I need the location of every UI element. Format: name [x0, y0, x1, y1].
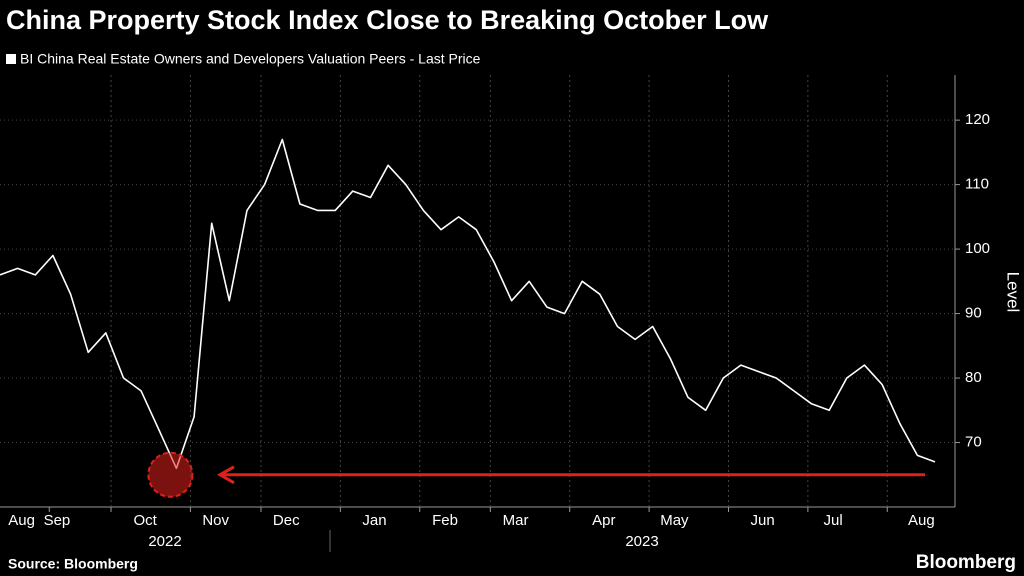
price-line	[0, 138, 936, 470]
y-tick-label: 80	[965, 369, 982, 386]
y-tick-label: 120	[965, 111, 990, 128]
y-tick-label: 100	[965, 240, 990, 257]
x-tick-label: Nov	[202, 512, 229, 529]
x-tick-label: Apr	[592, 512, 615, 529]
chart-title: China Property Stock Index Close to Brea…	[6, 5, 769, 35]
arrow-head	[216, 465, 235, 485]
y-tick-label: 90	[965, 305, 982, 322]
year-label: 2023	[625, 533, 658, 550]
x-tick-label: Aug	[908, 512, 935, 529]
y-tick-label: 70	[965, 433, 982, 450]
x-tick-label: Feb	[432, 512, 458, 529]
x-tick-label: Sep	[44, 512, 71, 529]
low-highlight	[147, 451, 194, 498]
x-tick-label: Jan	[362, 512, 386, 529]
x-tick-label: Jul	[824, 512, 843, 529]
y-axis-label: Level	[1004, 272, 1023, 313]
x-tick-label: Dec	[273, 512, 300, 529]
x-tick-label: Mar	[503, 512, 529, 529]
brand: Bloomberg	[916, 552, 1016, 573]
source: Source: Bloomberg	[8, 556, 138, 572]
legend-label: BI China Real Estate Owners and Develope…	[20, 51, 481, 67]
x-tick-label: Oct	[133, 512, 157, 529]
x-tick-label: Aug	[8, 512, 35, 529]
x-tick-label: Jun	[750, 512, 774, 529]
y-tick-label: 110	[965, 176, 989, 193]
x-tick-label: May	[660, 512, 689, 529]
year-label: 2022	[148, 533, 181, 550]
legend-swatch	[6, 54, 16, 64]
